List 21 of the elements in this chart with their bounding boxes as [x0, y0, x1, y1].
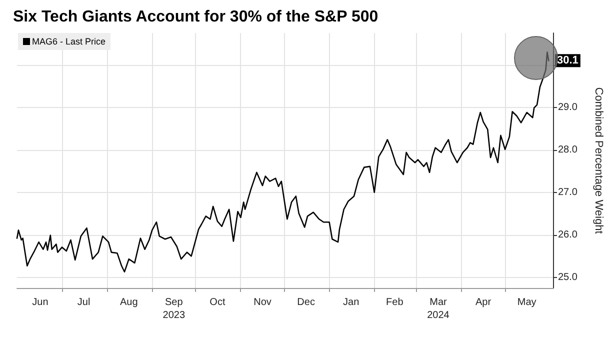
y-tick-label: 26.0: [558, 229, 578, 240]
annotation: 30.1: [557, 54, 578, 67]
x-tick-label: Sep 2023: [162, 297, 186, 321]
y-tick-label: 28.0: [558, 144, 578, 156]
chart-title: Six Tech Giants Account for 30% of the S&P 500: [13, 8, 378, 26]
y-tick-label: 29.0: [558, 102, 578, 113]
x-tick-label: Oct: [210, 297, 226, 308]
y-tick-label: 25.0: [558, 272, 578, 283]
x-tick-label: Jul: [77, 297, 90, 308]
x-tick-label: Nov: [254, 297, 272, 308]
x-tick-label: Jan: [343, 297, 360, 308]
x-tick-label: Mar 2024: [427, 297, 450, 321]
legend-label: MAG6 - Last Price: [32, 36, 106, 46]
y-tick-label: 27.0: [558, 186, 578, 198]
x-tick-label: Dec: [297, 297, 315, 308]
x-tick-label: Apr: [475, 297, 492, 308]
x-tick-label: Feb: [386, 297, 404, 308]
y-axis-title: Combined Percentage Weight: [592, 87, 604, 234]
x-tick-label: Aug: [120, 297, 138, 308]
x-tick-label: Jun: [32, 297, 48, 308]
x-tick-label: May: [517, 297, 536, 308]
